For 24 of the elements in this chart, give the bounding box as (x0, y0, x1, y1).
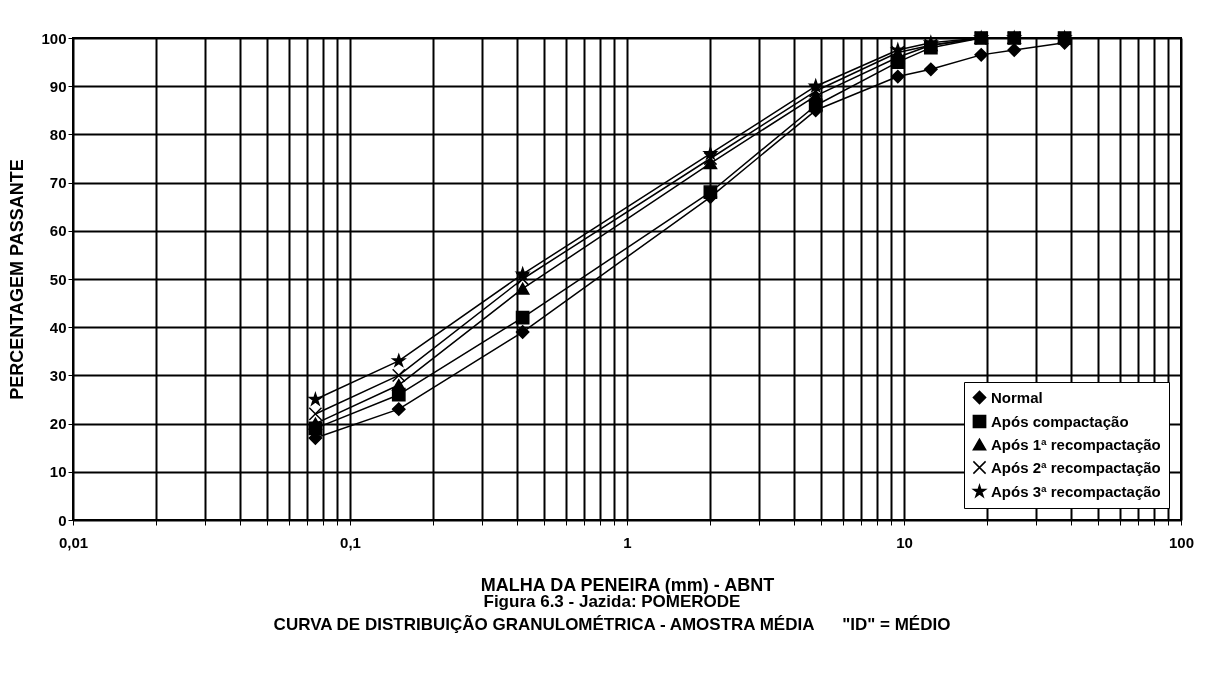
y-tick-label: 100 (41, 29, 67, 47)
legend-label: Após compactação (991, 412, 1129, 430)
legend-label: Após 2ª recompactação (991, 458, 1161, 476)
legend-label: Normal (991, 388, 1043, 406)
x-tick-label: 100 (1168, 533, 1195, 551)
y-tick-label: 70 (49, 174, 67, 192)
y-tick-label: 60 (49, 222, 67, 240)
x-axis-title: MALHA DA PENEIRA (mm) - ABNT (480, 574, 775, 595)
y-tick-label: 20 (49, 415, 67, 433)
y-tick-label: 10 (49, 463, 67, 481)
legend-label: Após 3ª recompactação (991, 482, 1161, 500)
y-tick-label: 30 (49, 366, 67, 384)
text: CURVA DE DISTRIBUIÇÃO GRANULOMÉTRICA - AMOSTRA MÉDIA "ID" = MÉDIO (272, 614, 952, 636)
y-tick-label: 50 (49, 270, 67, 288)
x-tick-label: 0,01 (58, 533, 89, 551)
y-tick-label: 40 (49, 318, 67, 336)
x-tick-label: 1 (623, 533, 632, 551)
x-tick-label: 0,1 (340, 533, 361, 551)
y-tick-label: 0 (58, 511, 67, 529)
y-tick-label: 90 (49, 77, 67, 95)
x-tick-label: 10 (896, 533, 913, 551)
y-axis-title: PERCENTAGEM PASSANTE (7, 159, 28, 400)
legend-label: Após 1ª recompactação (991, 435, 1161, 453)
y-tick-label: 80 (49, 125, 67, 143)
